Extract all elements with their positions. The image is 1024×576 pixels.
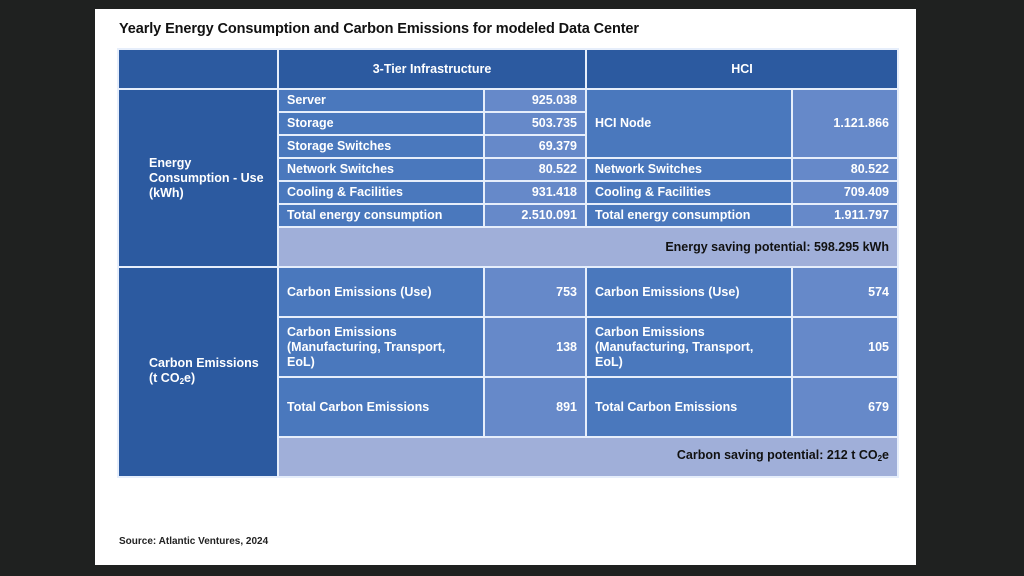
- energy-saving-row: Energy saving potential: 598.295 kWh: [118, 226, 899, 268]
- row-label: Carbon Emissions (Manufacturing, Transpo…: [277, 316, 485, 378]
- carbon-saving-potential: Carbon saving potential: 212 t CO2e: [277, 436, 899, 478]
- row-label: Server: [277, 88, 485, 113]
- row-value: 69.379: [483, 134, 587, 159]
- row-value: 80.522: [483, 157, 587, 182]
- row-label: Cooling & Facilities: [277, 180, 485, 205]
- carbon-saving-row: Carbon saving potential: 212 t CO2e: [118, 436, 899, 478]
- row-value: 138: [483, 316, 587, 378]
- carbon-saving-suffix: e: [882, 448, 889, 462]
- row-label: Carbon Emissions (Use): [277, 266, 485, 318]
- row-label: Storage: [277, 111, 485, 136]
- row-label: Total energy consumption: [277, 203, 485, 228]
- table-row: Carbon Emissions (Manufacturing, Transpo…: [118, 316, 899, 378]
- carbon-label-subscript: 2: [179, 376, 185, 386]
- table-row: Energy Consumption - Use (kWh) Server 92…: [117, 88, 899, 268]
- table-row: Storage 503.735: [118, 111, 898, 136]
- table-row: Network Switches 80.522 Network Switches…: [118, 157, 899, 182]
- row-label: HCI Node: [585, 88, 793, 159]
- header-three-tier: 3-Tier Infrastructure: [277, 48, 587, 90]
- header-blank: [117, 48, 279, 90]
- table-row: Carbon Emissions (t CO2e) Carbon Emissio…: [117, 266, 899, 478]
- table-row: Cooling & Facilities 931.418 Cooling & F…: [118, 180, 899, 205]
- row-value: 925.038: [483, 88, 587, 113]
- page-title: Yearly Energy Consumption and Carbon Emi…: [119, 21, 639, 37]
- row-label: Cooling & Facilities: [585, 180, 793, 205]
- carbon-section-label: Carbon Emissions (t CO2e): [117, 266, 279, 478]
- energy-section-label: Energy Consumption - Use (kWh): [117, 88, 279, 268]
- row-label: Total Carbon Emissions: [585, 376, 793, 438]
- carbon-label-line1: Carbon Emissions: [149, 355, 259, 370]
- source-caption: Source: Atlantic Ventures, 2024: [119, 536, 269, 547]
- row-value: 80.522: [791, 157, 899, 182]
- energy-saving-potential: Energy saving potential: 598.295 kWh: [277, 226, 899, 268]
- row-label: Network Switches: [585, 157, 793, 182]
- row-label: Storage Switches: [277, 134, 485, 159]
- header-hci: HCI: [585, 48, 899, 90]
- row-value: 709.409: [791, 180, 899, 205]
- row-value: 503.735: [483, 111, 587, 136]
- row-label: Total energy consumption: [585, 203, 793, 228]
- row-value: 1.911.797: [791, 203, 899, 228]
- carbon-saving-subscript: 2: [877, 454, 883, 463]
- table-row: Storage Switches 69.379: [118, 134, 898, 159]
- row-value: 574: [791, 266, 899, 318]
- row-value: 679: [791, 376, 899, 438]
- document-card: Yearly Energy Consumption and Carbon Emi…: [95, 9, 916, 565]
- table-row-total: Total energy consumption 2.510.091 Total…: [118, 203, 899, 228]
- row-label: Total Carbon Emissions: [277, 376, 485, 438]
- comparison-table: 3-Tier Infrastructure HCI Energy Consump…: [117, 48, 899, 478]
- row-value: 1.121.866: [791, 88, 899, 159]
- row-value: 891: [483, 376, 587, 438]
- row-label: Carbon Emissions (Use): [585, 266, 793, 318]
- row-label: Carbon Emissions (Manufacturing, Transpo…: [585, 316, 793, 378]
- header-row: 3-Tier Infrastructure HCI: [117, 48, 899, 90]
- carbon-saving-text: Carbon saving potential: 212 t CO: [676, 448, 878, 462]
- carbon-label-unit-end: e): [184, 370, 196, 385]
- row-value: 931.418: [483, 180, 587, 205]
- row-value: 105: [791, 316, 899, 378]
- row-value: 753: [483, 266, 587, 318]
- table-row-total: Total Carbon Emissions 891 Total Carbon …: [118, 376, 899, 438]
- carbon-label-unit: (t CO: [149, 370, 180, 385]
- row-label: Network Switches: [277, 157, 485, 182]
- row-value: 2.510.091: [483, 203, 587, 228]
